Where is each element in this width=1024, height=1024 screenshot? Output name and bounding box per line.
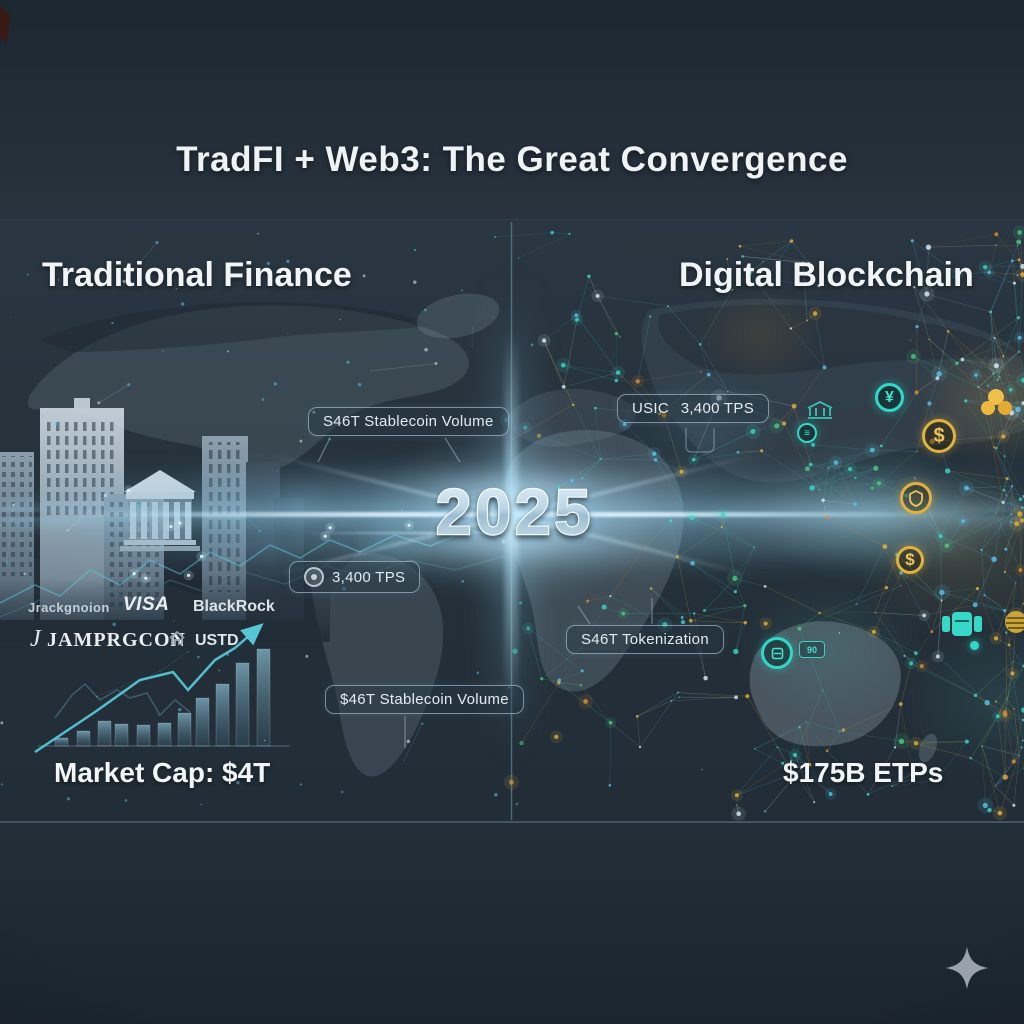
left-panel-heading: Traditional Finance bbox=[42, 256, 352, 294]
tps-value-label: 3,400 TPS bbox=[680, 400, 754, 417]
gold-partial-icon bbox=[1005, 611, 1024, 633]
wallet-icon bbox=[942, 612, 982, 636]
usic-tps-pill: USIC 3,400 TPS bbox=[617, 394, 769, 423]
tps-label: 3,400 TPS bbox=[332, 568, 406, 586]
panel-bottom-divider bbox=[0, 821, 1024, 823]
coin-icon bbox=[304, 567, 324, 587]
gold-cluster-icon bbox=[981, 389, 1012, 415]
blackrock-logo: BlackRock bbox=[193, 598, 275, 615]
sparkle-icon bbox=[945, 946, 989, 990]
dollar-coin-icon: $ bbox=[922, 419, 956, 453]
dollar-coin-icon-2: $ bbox=[896, 546, 924, 574]
page-title: TradFI + Web3: The Great Convergence bbox=[176, 140, 848, 179]
brand-logo-1: Jrackgnoion bbox=[28, 600, 110, 615]
market-cap-stat: Market Cap: $4T bbox=[54, 757, 271, 788]
tokenization-label: S46T Tokenization bbox=[581, 631, 709, 648]
teal-node-dot bbox=[970, 641, 979, 650]
etps-stat: $175B ETPs bbox=[783, 757, 944, 788]
ninety-badge: 90 bbox=[799, 641, 825, 658]
usic-label: USIC bbox=[632, 400, 670, 417]
visa-logo: VISA bbox=[123, 594, 170, 615]
qr-coin-icon bbox=[761, 637, 793, 669]
house-icon bbox=[169, 630, 185, 645]
jamprgcon-logo: JAMPRGCON bbox=[47, 629, 186, 651]
tokenization-pill: S46T Tokenization bbox=[566, 625, 724, 654]
bank-icon bbox=[807, 400, 833, 419]
tps-pill: 3,400 TPS bbox=[289, 561, 421, 593]
stablecoin-volume-pill-bottom: $46T Stablecoin Volume bbox=[325, 685, 524, 714]
shield-coin-icon bbox=[900, 482, 932, 514]
script-j-initial: J bbox=[30, 626, 41, 652]
coin-stack-icon: ≡ bbox=[797, 423, 817, 443]
stablecoin-volume-label: S46T Stablecoin Volume bbox=[323, 413, 494, 430]
stablecoin-volume-pill-top: S46T Stablecoin Volume bbox=[308, 407, 509, 436]
year-2025-text: 2025 bbox=[436, 476, 594, 548]
stablecoin-volume-label-2: $46T Stablecoin Volume bbox=[340, 691, 509, 708]
ustd-logo: USTD bbox=[195, 632, 239, 649]
year-2025-graphic: 2025 bbox=[435, 475, 594, 550]
right-panel-heading: Digital Blockchain bbox=[679, 256, 974, 294]
yen-coin-icon: ¥ bbox=[875, 383, 904, 412]
